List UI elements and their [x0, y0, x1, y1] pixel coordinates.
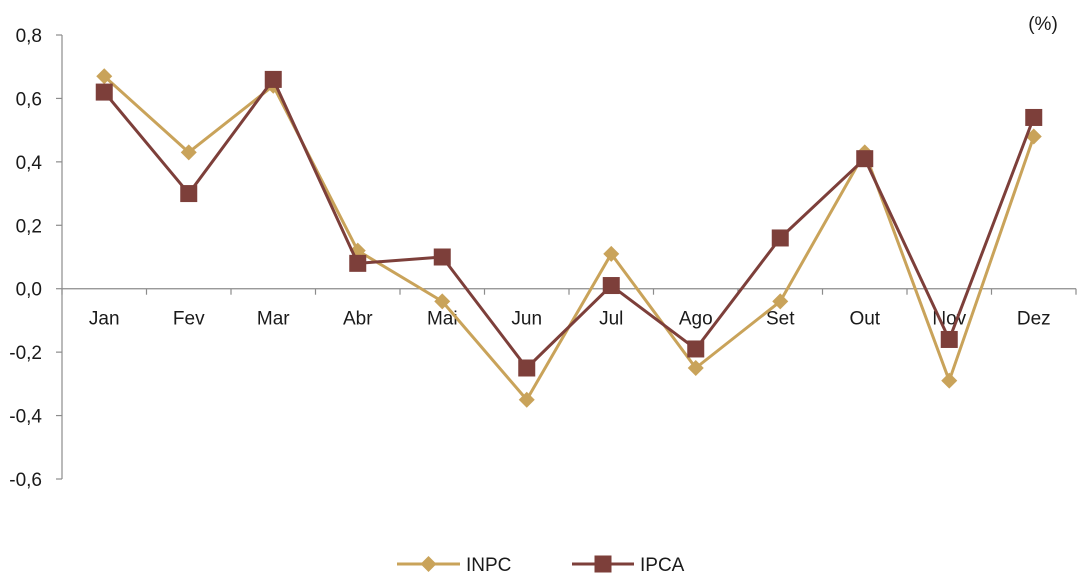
data-point-ipca: [602, 277, 620, 295]
data-point-inpc: [603, 245, 620, 262]
x-tick-label: Jan: [89, 309, 120, 330]
data-point-inpc: [96, 68, 113, 85]
x-tick-label: Set: [766, 309, 795, 330]
x-tick-label: Mar: [257, 309, 290, 330]
x-tick-label: Mai: [427, 309, 458, 330]
data-point-ipca: [687, 340, 705, 358]
y-tick-label: -0,2: [9, 343, 42, 364]
data-point-inpc: [518, 391, 535, 408]
data-point-inpc: [180, 144, 197, 161]
y-tick-label: 0,0: [16, 280, 42, 301]
x-tick-label: Out: [849, 309, 880, 330]
legend-item-ipca: IPCA: [572, 555, 685, 574]
data-point-ipca: [433, 248, 451, 266]
y-tick-label: 0,6: [16, 89, 42, 110]
data-point-ipca: [264, 70, 282, 88]
legend-swatch-marker: [594, 555, 612, 573]
x-tick-label: Dez: [1017, 309, 1051, 330]
legend-item-inpc: INPC: [397, 555, 511, 574]
data-point-ipca: [856, 150, 874, 168]
series-line-ipca: [103, 77, 1036, 370]
data-point-inpc: [772, 293, 789, 310]
y-tick-label: -0,4: [9, 407, 42, 428]
series-line-inpc: [103, 75, 1036, 402]
series-ipca: [95, 70, 1043, 377]
legend-label: INPC: [466, 555, 511, 574]
data-point-ipca: [349, 254, 367, 272]
data-point-ipca: [940, 330, 958, 348]
data-point-inpc: [687, 360, 704, 376]
x-tick-label: Abr: [343, 309, 373, 330]
x-tick-label: Fev: [173, 309, 205, 330]
y-tick-label: 0,2: [16, 216, 42, 237]
unit-label: (%): [1028, 14, 1058, 35]
series-layer: [95, 68, 1043, 408]
y-tick-label: -0,6: [9, 470, 42, 491]
data-point-ipca: [518, 359, 536, 377]
data-point-inpc: [434, 293, 451, 310]
data-point-inpc: [1025, 128, 1042, 145]
legend-swatch-marker: [420, 556, 437, 572]
data-point-ipca: [771, 229, 789, 247]
y-axis: 0,8 0,6 0,4 0,2 0,0 -0,2 -0,4 -0,6: [9, 26, 63, 491]
data-point-ipca: [95, 83, 113, 101]
x-tick-label: Jun: [511, 309, 542, 330]
data-point-ipca: [180, 185, 198, 203]
legend-label: IPCA: [640, 555, 685, 574]
data-point-ipca: [1025, 108, 1043, 126]
legend: INPC IPCA: [397, 555, 685, 574]
data-point-inpc: [941, 372, 958, 389]
y-tick-label: 0,4: [16, 153, 43, 174]
y-tick-label: 0,8: [16, 26, 42, 47]
series-inpc: [96, 68, 1042, 408]
x-tick-label: Jul: [599, 309, 623, 330]
x-tick-label: Ago: [679, 309, 713, 330]
